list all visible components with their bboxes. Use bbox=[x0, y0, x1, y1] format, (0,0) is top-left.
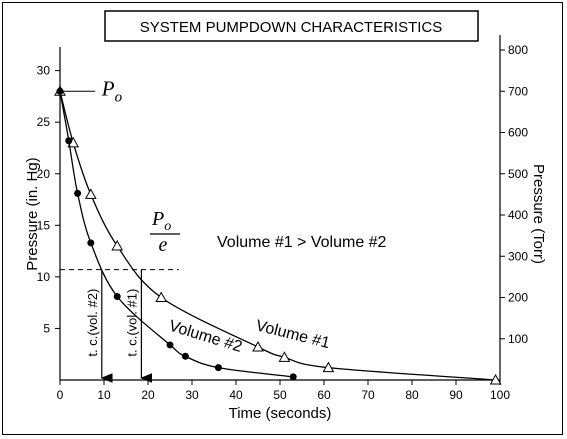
x-tick-label: 90 bbox=[449, 388, 463, 402]
y-right-tick-label: 200 bbox=[508, 291, 528, 305]
y-left-tick-label: 30 bbox=[37, 64, 51, 78]
volume-2-circle-point bbox=[87, 239, 95, 247]
x-tick-label: 50 bbox=[273, 388, 287, 402]
volume-2-circle-point bbox=[56, 87, 64, 95]
y-left-tick-label: 15 bbox=[37, 218, 51, 232]
x-tick-label: 40 bbox=[229, 388, 243, 402]
pe-numerator: Po bbox=[151, 208, 171, 234]
x-tick-label: 100 bbox=[490, 388, 510, 402]
volume-1-triangle-point bbox=[252, 340, 264, 352]
x-tick-label: 30 bbox=[185, 388, 199, 402]
volume-2-circle-point bbox=[289, 373, 297, 381]
chart-frame bbox=[2, 2, 563, 435]
x-tick-label: 60 bbox=[317, 388, 331, 402]
x-tick-label: 20 bbox=[141, 388, 155, 402]
volume-1-triangle-point bbox=[278, 351, 291, 362]
volume-2-circle-point bbox=[214, 364, 222, 372]
y-right-tick-label: 400 bbox=[508, 208, 528, 222]
volume-1-triangle-point bbox=[322, 361, 335, 373]
x-axis-label: Time (seconds) bbox=[229, 405, 332, 422]
y-right-tick-label: 800 bbox=[508, 43, 528, 57]
y-right-tick-label: 700 bbox=[508, 84, 528, 98]
volume-2-circle-point bbox=[65, 137, 73, 145]
x-tick-label: 70 bbox=[361, 388, 375, 402]
pe-denominator: e bbox=[159, 234, 168, 256]
y-left-tick-label: 20 bbox=[37, 167, 51, 181]
tc-vol-2-label: t. c.(vol. #2) bbox=[85, 289, 100, 357]
chart-title: SYSTEM PUMPDOWN CHARACTERISTICS bbox=[140, 19, 443, 36]
volume-2-circle-point bbox=[74, 189, 82, 197]
p0-label: Po bbox=[101, 76, 123, 105]
y-left-axis-label: Pressure (in. Hg) bbox=[24, 157, 41, 270]
title-box bbox=[104, 10, 479, 42]
volume-2-circle-point bbox=[166, 341, 174, 349]
y-right-tick-label: 500 bbox=[508, 167, 528, 181]
x-tick-label: 80 bbox=[405, 388, 419, 402]
y-left-tick-label: 5 bbox=[43, 321, 50, 335]
y-right-axis-label: Pressure (Torr) bbox=[530, 164, 547, 264]
volume-2-series-label: Volume #2 bbox=[167, 318, 244, 356]
y-right-tick-label: 100 bbox=[508, 332, 528, 346]
volume-1-triangle-point bbox=[489, 373, 502, 385]
y-right-tick-label: 600 bbox=[508, 126, 528, 140]
volume-2-circle-point bbox=[181, 352, 189, 360]
volume-relation-label: Volume #1 > Volume #2 bbox=[217, 234, 387, 251]
volume-2-circle-point bbox=[113, 292, 121, 300]
y-left-tick-label: 10 bbox=[37, 270, 51, 284]
volume-1-triangle-point bbox=[111, 239, 124, 251]
volume-1-triangle-point bbox=[155, 291, 168, 302]
volume-1-triangle-point bbox=[84, 188, 97, 199]
tc-vol-1-label: t. c.(vol. #1) bbox=[124, 289, 139, 357]
x-tick-label: 0 bbox=[57, 388, 64, 402]
x-tick-label: 10 bbox=[97, 388, 111, 402]
volume-1-series-label: Volume #1 bbox=[254, 317, 332, 352]
y-left-tick-label: 25 bbox=[37, 115, 51, 129]
y-right-tick-label: 300 bbox=[508, 249, 528, 263]
